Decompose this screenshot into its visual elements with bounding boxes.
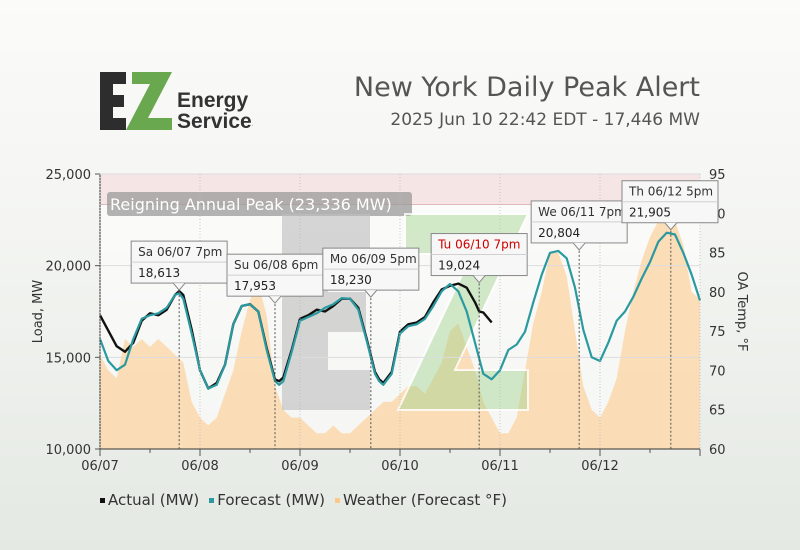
series-weather-area bbox=[100, 205, 700, 449]
peak-callout-pointer bbox=[172, 282, 186, 291]
peak-annotation: Mo 06/09 5pm 18,230 bbox=[322, 247, 420, 449]
peak-callout-value: 18,613 bbox=[138, 266, 180, 280]
y2-tick-label: 85 bbox=[709, 247, 726, 262]
x-tick-label: 06/07 bbox=[81, 459, 118, 474]
peak-callout-value: 21,905 bbox=[629, 206, 671, 220]
chart-legend: Actual (MW) Forecast (MW) Weather (Forecas… bbox=[100, 491, 517, 509]
y-tick-label: 10,000 bbox=[46, 443, 92, 458]
legend-label: Weather (Forecast °F) bbox=[342, 491, 507, 509]
y2-tick-label: 70 bbox=[709, 364, 726, 379]
x-tick-label: 06/09 bbox=[281, 459, 318, 474]
legend-swatch-icon bbox=[209, 498, 215, 503]
y2-tick-label: 65 bbox=[709, 404, 726, 419]
peak-callout-pointer bbox=[364, 289, 378, 298]
peak-annotation: Sa 06/07 7pm 18,613 bbox=[130, 240, 228, 449]
peak-callout-pointer bbox=[572, 242, 586, 251]
legend-swatch-icon bbox=[334, 498, 340, 503]
x-tick-label: 06/10 bbox=[381, 459, 418, 474]
peak-callout-pointer bbox=[472, 275, 486, 284]
page-title: New York Daily Peak Alert bbox=[353, 72, 700, 103]
peak-annotation: Su 06/08 6pm 17,953 bbox=[226, 253, 324, 449]
x-tick-label: 06/12 bbox=[581, 459, 618, 474]
peak-callout-pointer bbox=[664, 222, 678, 231]
legend-label: Actual (MW) bbox=[108, 491, 200, 509]
peak-callout-value: 20,804 bbox=[538, 226, 580, 240]
peak-callout-value: 19,024 bbox=[438, 259, 480, 273]
y2-tick-label: 75 bbox=[709, 325, 726, 340]
y2-axis-title: OA Temp, °F bbox=[734, 272, 749, 352]
peak-callout-label: Th 06/12 5pm bbox=[628, 185, 713, 199]
y-tick-label: 25,000 bbox=[46, 168, 92, 183]
peak-callout-pointer bbox=[268, 295, 282, 304]
peak-callout-label: Mo 06/09 5pm bbox=[330, 252, 417, 266]
peak-annotation: We 06/11 7pm 20,804 bbox=[530, 200, 628, 449]
peak-callout-label: Tu 06/10 7pm bbox=[437, 238, 520, 252]
ez-logo: Energy Services bbox=[100, 72, 253, 132]
y2-tick-label: 60 bbox=[709, 443, 726, 458]
peak-callout-label: Su 06/08 6pm bbox=[234, 258, 318, 272]
y2-tick-label: 95 bbox=[709, 168, 726, 183]
y-tick-label: 15,000 bbox=[46, 351, 92, 366]
legend-swatch-icon bbox=[100, 498, 105, 503]
x-tick-label: 06/08 bbox=[181, 459, 218, 474]
legend-label: Forecast (MW) bbox=[217, 491, 325, 509]
ez-mark-icon bbox=[100, 72, 172, 130]
brand-line-2: Services bbox=[177, 110, 253, 132]
reigning-peak-label: Reigning Annual Peak (23,336 MW) bbox=[110, 195, 392, 214]
y-tick-label: 20,000 bbox=[46, 260, 92, 275]
peak-callout-label: We 06/11 7pm bbox=[538, 205, 626, 219]
reigning-peak-label-box bbox=[107, 192, 412, 216]
legend-item[interactable]: Actual (MW) bbox=[100, 491, 199, 509]
legend-item[interactable]: Forecast (MW) bbox=[209, 491, 325, 509]
legend-item[interactable]: Weather (Forecast °F) bbox=[334, 491, 507, 509]
y2-tick-label: 80 bbox=[709, 286, 726, 301]
peak-callout-value: 18,230 bbox=[330, 273, 372, 287]
page-subtitle: 2025 Jun 10 22:42 EDT - 17,446 MW bbox=[390, 110, 700, 130]
brand-line-1: Energy bbox=[177, 89, 249, 112]
series-forecast-line bbox=[98, 231, 702, 390]
y-axis-title: Load, MW bbox=[31, 280, 46, 344]
x-tick-label: 06/11 bbox=[481, 459, 518, 474]
peak-annotation: Tu 06/10 7pm 19,024 bbox=[430, 233, 528, 449]
peak-callout-value: 17,953 bbox=[234, 279, 276, 293]
peak-callout-label: Sa 06/07 7pm bbox=[138, 245, 222, 259]
peak-annotation: Th 06/12 5pm 21,905 bbox=[621, 180, 719, 449]
